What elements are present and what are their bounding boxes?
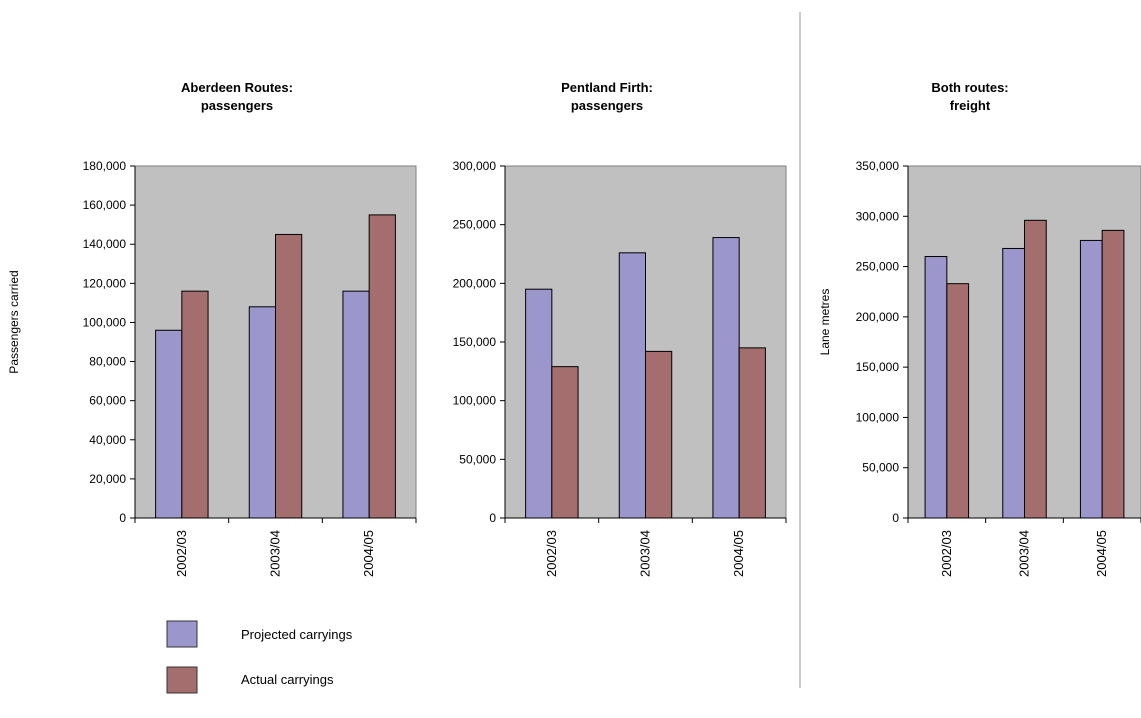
bar-projected-2003-04 [248,306,276,519]
y-tick-label: 100,000 [856,410,900,424]
y-axis-label: Lane metres [818,289,832,356]
bar-projected-2003-04 [1002,247,1026,519]
y-tick-label: 150,000 [856,360,900,374]
y-tick-label: 50,000 [862,461,899,475]
chart-title-line-2: passengers [201,98,273,113]
y-tick-label: 100,000 [83,315,127,329]
chart-title-line-2: freight [950,98,991,113]
legend-swatch-projected [166,620,198,648]
chart-title-line-1: Both routes: [931,80,1008,95]
legend: Projected carryings Actual carryings [166,620,353,694]
x-category-label: 2002/03 [544,530,559,577]
y-tick-label: 60,000 [89,394,126,408]
y-axis-label: Passengers carried [7,270,21,373]
bar-projected-2004-05 [342,290,370,519]
bar-actual-2004-05 [738,347,766,519]
bar-projected-2002-03 [525,288,553,519]
x-category-label: 2002/03 [174,530,189,577]
y-tick-label: 350,000 [856,159,900,173]
bar-projected-2004-05 [712,237,740,519]
bar-actual-2003-04 [1024,219,1047,519]
legend-label-actual: Actual carryings [241,672,334,687]
y-tick-label: 200,000 [856,310,900,324]
y-tick-label: 80,000 [89,355,126,369]
y-tick-label: 300,000 [453,159,497,173]
x-category-label: 2004/05 [361,530,376,577]
bar-projected-2002-03 [924,256,948,519]
x-category-label: 2004/05 [1094,530,1109,577]
bar-actual-2002-03 [181,290,209,519]
bar-projected-2004-05 [1079,239,1103,519]
y-tick-label: 0 [892,511,899,525]
y-tick-label: 40,000 [89,433,126,447]
x-category-label: 2003/04 [1017,530,1032,577]
y-tick-label: 300,000 [856,209,900,223]
y-tick-label: 160,000 [83,198,127,212]
chart-panel-2: Pentland Firth: passengers 0 50,000 100,000 1… [453,80,787,577]
y-tick-label: 250,000 [856,260,900,274]
legend-label-projected: Projected carryings [241,627,353,642]
y-tick-label: 200,000 [453,276,497,290]
chart-title-line-1: Aberdeen Routes: [181,80,293,95]
x-category-label: 2003/04 [268,530,283,577]
y-tick-label: 180,000 [83,159,127,173]
chart-panel-1: Aberdeen Routes: passengers 0 20,000 40,000 6… [7,80,417,577]
bar-projected-2003-04 [618,252,646,519]
chart-title-line-1: Pentland Firth: [561,80,653,95]
y-tick-label: 0 [489,511,496,525]
x-category-label: 2004/05 [731,530,746,577]
bar-actual-2004-05 [1101,229,1125,519]
bar-actual-2003-04 [645,350,673,519]
y-tick-label: 150,000 [453,335,497,349]
y-tick-label: 50,000 [459,452,496,466]
legend-swatch-actual [166,666,198,694]
bar-actual-2004-05 [368,214,396,519]
y-tick-label: 20,000 [89,472,126,486]
y-tick-label: 100,000 [453,394,497,408]
bar-actual-2003-04 [275,233,303,519]
bar-actual-2002-03 [946,283,970,519]
x-category-label: 2002/03 [939,530,954,577]
bar-actual-2002-03 [551,366,579,519]
y-tick-label: 140,000 [83,237,127,251]
chart-title-line-2: passengers [571,98,643,113]
chart-panel-3: Both routes: freight 0 50,000 100,000 150,000… [818,80,1141,577]
x-category-label: 2003/04 [638,530,653,577]
y-tick-label: 0 [119,511,126,525]
bar-projected-2002-03 [155,329,183,519]
y-tick-label: 120,000 [83,276,127,290]
y-tick-label: 250,000 [453,218,497,232]
